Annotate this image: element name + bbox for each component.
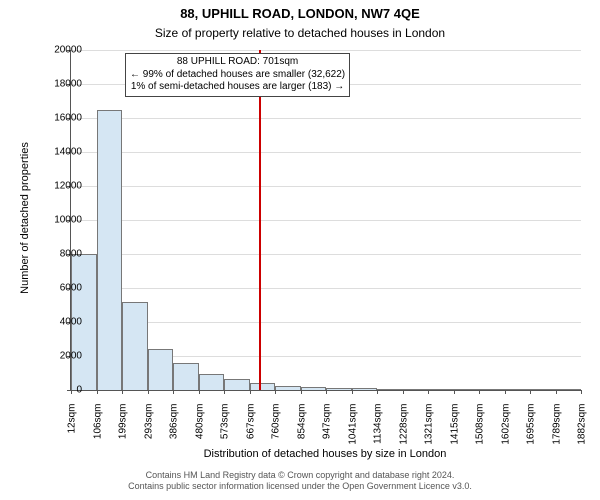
gridline <box>71 152 581 153</box>
y-tick-label: 20000 <box>54 45 82 56</box>
x-tick-mark <box>454 390 455 394</box>
plot-outer <box>70 50 580 390</box>
histogram-bar <box>530 389 556 390</box>
histogram-bar <box>454 389 480 390</box>
gridline <box>71 220 581 221</box>
x-tick-label: 1041sqm <box>347 404 358 454</box>
x-tick-mark <box>301 390 302 394</box>
x-tick-label: 1508sqm <box>475 404 486 454</box>
y-tick-label: 18000 <box>54 79 82 90</box>
y-tick-label: 8000 <box>60 249 82 260</box>
x-tick-label: 1321sqm <box>424 404 435 454</box>
x-tick-label: 1695sqm <box>526 404 537 454</box>
x-tick-mark <box>224 390 225 394</box>
x-tick-mark <box>148 390 149 394</box>
x-tick-mark <box>250 390 251 394</box>
gridline <box>71 254 581 255</box>
y-tick-label: 4000 <box>60 317 82 328</box>
x-tick-mark <box>479 390 480 394</box>
histogram-bar <box>505 389 531 390</box>
annotation-line2: ← 99% of detached houses are smaller (32… <box>130 69 345 82</box>
x-tick-label: 760sqm <box>271 404 282 454</box>
histogram-bar <box>377 389 403 390</box>
x-tick-label: 199sqm <box>118 404 129 454</box>
x-tick-mark <box>352 390 353 394</box>
y-tick-label: 14000 <box>54 147 82 158</box>
histogram-bar <box>224 379 250 390</box>
x-tick-label: 386sqm <box>169 404 180 454</box>
y-tick-label: 2000 <box>60 351 82 362</box>
x-tick-mark <box>428 390 429 394</box>
annotation-line3: 1% of semi-detached houses are larger (1… <box>130 81 345 94</box>
gridline <box>71 118 581 119</box>
footer-line2: Contains public sector information licen… <box>0 481 600 492</box>
annotation-box: 88 UPHILL ROAD: 701sqm ← 99% of detached… <box>125 53 350 97</box>
y-tick-label: 16000 <box>54 113 82 124</box>
y-tick-label: 6000 <box>60 283 82 294</box>
histogram-bar <box>479 389 505 390</box>
gridline <box>71 186 581 187</box>
x-tick-mark <box>530 390 531 394</box>
y-axis-label: Number of detached properties <box>19 48 31 388</box>
y-tick-label: 10000 <box>54 215 82 226</box>
histogram-bar <box>275 386 301 390</box>
gridline <box>71 50 581 51</box>
footer-attribution: Contains HM Land Registry data © Crown c… <box>0 470 600 492</box>
x-tick-mark <box>199 390 200 394</box>
x-tick-label: 947sqm <box>322 404 333 454</box>
x-tick-label: 854sqm <box>296 404 307 454</box>
x-tick-label: 573sqm <box>220 404 231 454</box>
histogram-bar <box>148 349 174 390</box>
histogram-bar <box>250 383 276 390</box>
histogram-bar <box>326 388 352 390</box>
histogram-bar <box>428 389 454 390</box>
histogram-bar <box>199 374 225 390</box>
x-tick-mark <box>173 390 174 394</box>
histogram-bar <box>352 388 378 390</box>
x-tick-mark <box>71 390 72 394</box>
x-tick-mark <box>326 390 327 394</box>
histogram-bar <box>556 389 582 390</box>
x-tick-mark <box>581 390 582 394</box>
x-tick-label: 1134sqm <box>373 404 384 454</box>
x-tick-mark <box>403 390 404 394</box>
gridline <box>71 322 581 323</box>
x-tick-label: 1415sqm <box>449 404 460 454</box>
x-tick-mark <box>505 390 506 394</box>
x-tick-label: 1882sqm <box>577 404 588 454</box>
x-tick-mark <box>275 390 276 394</box>
x-tick-label: 1228sqm <box>398 404 409 454</box>
annotation-line1: 88 UPHILL ROAD: 701sqm <box>130 56 345 69</box>
histogram-bar <box>173 363 199 390</box>
plot-area <box>70 50 581 391</box>
histogram-bar <box>122 302 148 390</box>
x-tick-label: 1602sqm <box>500 404 511 454</box>
x-tick-mark <box>377 390 378 394</box>
chart-subtitle: Size of property relative to detached ho… <box>0 26 600 40</box>
x-tick-label: 12sqm <box>67 404 78 454</box>
gridline <box>71 288 581 289</box>
histogram-bar <box>301 387 327 390</box>
x-tick-label: 106sqm <box>92 404 103 454</box>
footer-line1: Contains HM Land Registry data © Crown c… <box>0 470 600 481</box>
histogram-bar <box>97 110 123 391</box>
x-tick-mark <box>122 390 123 394</box>
y-tick-label: 0 <box>76 385 82 396</box>
marker-line <box>259 50 261 390</box>
y-tick-label: 12000 <box>54 181 82 192</box>
x-tick-mark <box>97 390 98 394</box>
chart-title: 88, UPHILL ROAD, LONDON, NW7 4QE <box>0 6 600 21</box>
histogram-bar <box>403 389 429 390</box>
x-tick-label: 1789sqm <box>551 404 562 454</box>
x-tick-mark <box>556 390 557 394</box>
x-tick-label: 667sqm <box>245 404 256 454</box>
x-tick-label: 293sqm <box>143 404 154 454</box>
x-tick-label: 480sqm <box>194 404 205 454</box>
